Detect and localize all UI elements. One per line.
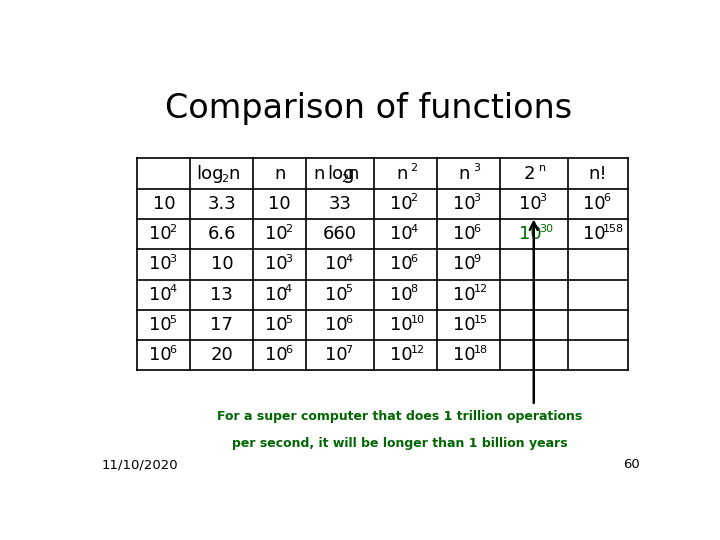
Text: 13: 13 xyxy=(210,286,233,303)
Text: 10: 10 xyxy=(325,286,348,303)
Text: 2: 2 xyxy=(410,163,418,173)
Text: 6: 6 xyxy=(410,254,418,264)
Text: 6: 6 xyxy=(603,193,610,204)
Text: 2: 2 xyxy=(341,174,348,184)
Text: 2: 2 xyxy=(169,224,176,234)
Text: n: n xyxy=(313,165,325,183)
Text: 15: 15 xyxy=(474,315,487,325)
Text: 4: 4 xyxy=(346,254,352,264)
Text: n: n xyxy=(459,165,470,183)
Text: 30: 30 xyxy=(539,224,553,234)
Text: 660: 660 xyxy=(323,225,357,243)
Text: 3: 3 xyxy=(474,163,480,173)
Text: 5: 5 xyxy=(346,284,352,294)
Text: Comparison of functions: Comparison of functions xyxy=(166,92,572,125)
Text: n: n xyxy=(228,165,239,183)
Text: 10: 10 xyxy=(149,316,171,334)
Text: 10: 10 xyxy=(390,346,413,364)
Text: 2: 2 xyxy=(285,224,292,234)
Text: 20: 20 xyxy=(210,346,233,364)
Text: 10: 10 xyxy=(390,286,413,303)
Text: 2: 2 xyxy=(410,193,418,204)
Text: 10: 10 xyxy=(583,225,606,243)
Text: n: n xyxy=(396,165,408,183)
Text: 10: 10 xyxy=(264,255,287,273)
Text: 10: 10 xyxy=(390,225,413,243)
Text: 60: 60 xyxy=(623,458,639,471)
Text: 10: 10 xyxy=(264,316,287,334)
Text: 10: 10 xyxy=(453,346,476,364)
Text: 3.3: 3.3 xyxy=(207,195,236,213)
Text: 6: 6 xyxy=(285,345,292,355)
Text: 17: 17 xyxy=(210,316,233,334)
Text: 12: 12 xyxy=(474,284,487,294)
Text: 3: 3 xyxy=(169,254,176,264)
Text: 5: 5 xyxy=(169,315,176,325)
Text: 10: 10 xyxy=(453,225,476,243)
Text: 10: 10 xyxy=(390,316,413,334)
Text: For a super computer that does 1 trillion operations: For a super computer that does 1 trillio… xyxy=(217,410,582,423)
Text: 10: 10 xyxy=(264,225,287,243)
Text: 4: 4 xyxy=(169,284,176,294)
Text: 3: 3 xyxy=(285,254,292,264)
Text: 33: 33 xyxy=(329,195,352,213)
Text: 2: 2 xyxy=(221,174,228,184)
Text: 10: 10 xyxy=(149,255,171,273)
Text: 10: 10 xyxy=(410,315,425,325)
Text: 10: 10 xyxy=(153,195,175,213)
Text: log: log xyxy=(196,165,223,183)
Text: 4: 4 xyxy=(285,284,292,294)
Text: 10: 10 xyxy=(453,255,476,273)
Text: n: n xyxy=(539,163,546,173)
Text: 10: 10 xyxy=(149,286,171,303)
Text: 10: 10 xyxy=(390,195,413,213)
Text: log: log xyxy=(327,165,354,183)
Text: 10: 10 xyxy=(453,195,476,213)
Text: 10: 10 xyxy=(390,255,413,273)
Text: 10: 10 xyxy=(269,195,291,213)
Text: 10: 10 xyxy=(453,286,476,303)
Text: 18: 18 xyxy=(474,345,487,355)
Text: 11/10/2020: 11/10/2020 xyxy=(101,458,178,471)
Text: n: n xyxy=(274,165,285,183)
Text: 3: 3 xyxy=(474,193,480,204)
Text: 10: 10 xyxy=(210,255,233,273)
Text: 10: 10 xyxy=(149,346,171,364)
Text: 10: 10 xyxy=(325,316,348,334)
Text: 7: 7 xyxy=(346,345,352,355)
Text: 10: 10 xyxy=(325,346,348,364)
Text: 10: 10 xyxy=(149,225,171,243)
Text: 10: 10 xyxy=(453,316,476,334)
Text: 5: 5 xyxy=(285,315,292,325)
Text: per second, it will be longer than 1 billion years: per second, it will be longer than 1 bil… xyxy=(232,437,567,450)
Text: 10: 10 xyxy=(325,255,348,273)
Text: n: n xyxy=(348,165,359,183)
Text: 6: 6 xyxy=(474,224,480,234)
Text: 9: 9 xyxy=(474,254,480,264)
Text: 6: 6 xyxy=(346,315,352,325)
Text: 2: 2 xyxy=(524,165,536,183)
Text: n!: n! xyxy=(589,165,608,183)
Text: 10: 10 xyxy=(264,346,287,364)
Text: 8: 8 xyxy=(410,284,418,294)
Text: 10: 10 xyxy=(264,286,287,303)
Text: 10: 10 xyxy=(583,195,606,213)
Text: 6: 6 xyxy=(169,345,176,355)
Text: 158: 158 xyxy=(603,224,624,234)
Text: 10: 10 xyxy=(518,195,541,213)
Text: 12: 12 xyxy=(410,345,425,355)
Text: 3: 3 xyxy=(539,193,546,204)
Text: 10: 10 xyxy=(518,225,541,243)
Text: 6.6: 6.6 xyxy=(207,225,236,243)
Text: 4: 4 xyxy=(410,224,418,234)
